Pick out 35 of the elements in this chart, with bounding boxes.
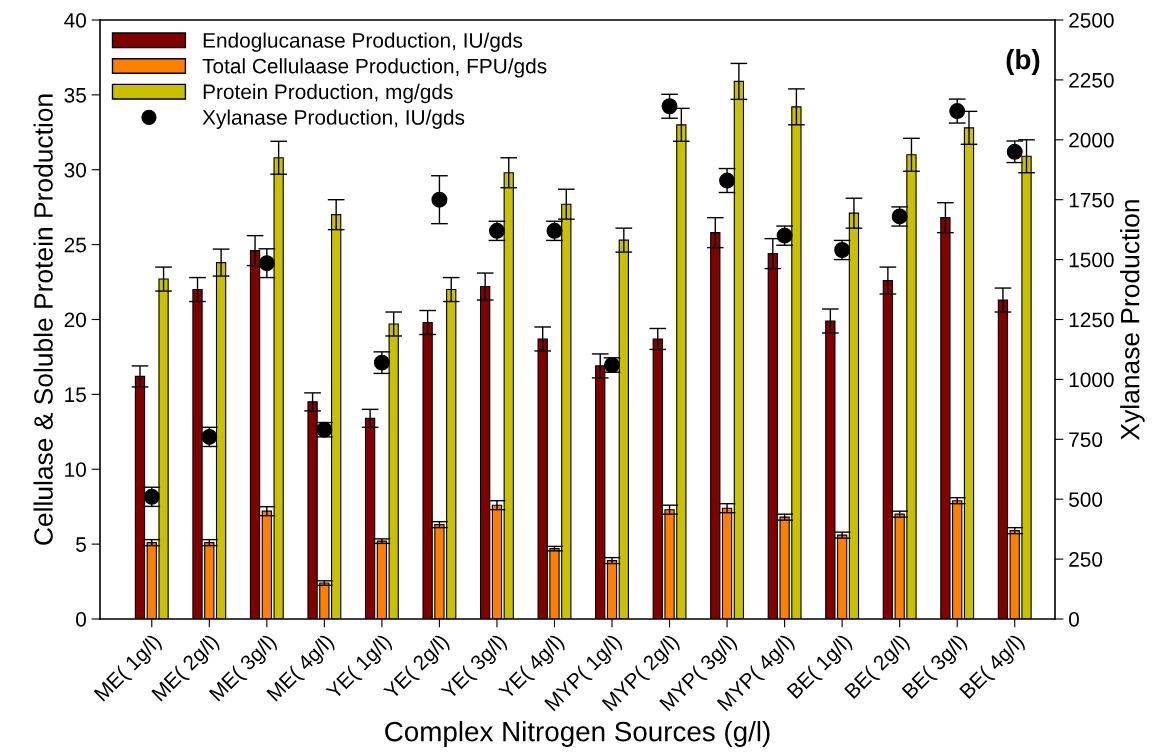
point	[431, 191, 448, 208]
y-tick-label: 30	[64, 162, 86, 178]
y2-axis-title: Xylanase Production	[1120, 200, 1145, 440]
point	[1006, 143, 1023, 160]
y2-tick-label: 500	[1069, 492, 1103, 507]
y2-tick-label: 1250	[1069, 312, 1114, 328]
y-tick-label: 20	[64, 312, 86, 328]
point	[258, 255, 275, 272]
legend-label: Endoglucanase Production, IU/gds	[203, 32, 523, 52]
y2-tick-label: 2250	[1069, 72, 1114, 88]
y-tick-label: 5	[76, 537, 86, 552]
y-tick-label: 40	[64, 13, 86, 28]
point	[949, 103, 966, 120]
x-axis-title: Complex Nitrogen Sources (g/l)	[385, 721, 770, 747]
y-tick-label: 15	[65, 387, 86, 403]
y-tick-label: 10	[65, 462, 86, 477]
point	[661, 98, 678, 115]
point	[719, 172, 736, 189]
y2-tick-label: 2500	[1069, 13, 1114, 28]
y2-tick-label: 2000	[1069, 132, 1114, 148]
y2-tick-label: 0	[1069, 612, 1079, 627]
y-axis-title: Cellulase & Soluble Protein Production	[33, 94, 53, 545]
annotation: (b)	[1006, 48, 1040, 75]
legend-label: Xylanase Production, IU/gds	[202, 109, 465, 129]
y2-tick-label: 1500	[1069, 252, 1114, 268]
legend-label: Protein Production, mg/gds	[203, 83, 453, 104]
point	[373, 354, 390, 371]
legend-label: Total Cellulaase Production, FPU/gds	[202, 58, 547, 78]
y2-tick-label: 1000	[1069, 372, 1114, 388]
y-tick-label: 35	[64, 87, 86, 103]
y2-tick-label: 750	[1069, 432, 1103, 448]
y-tick-label: 25	[64, 237, 86, 253]
y2-tick-label: 250	[1069, 552, 1103, 567]
y2-tick-label: 1750	[1069, 192, 1114, 208]
y-tick-label: 0	[76, 612, 86, 627]
